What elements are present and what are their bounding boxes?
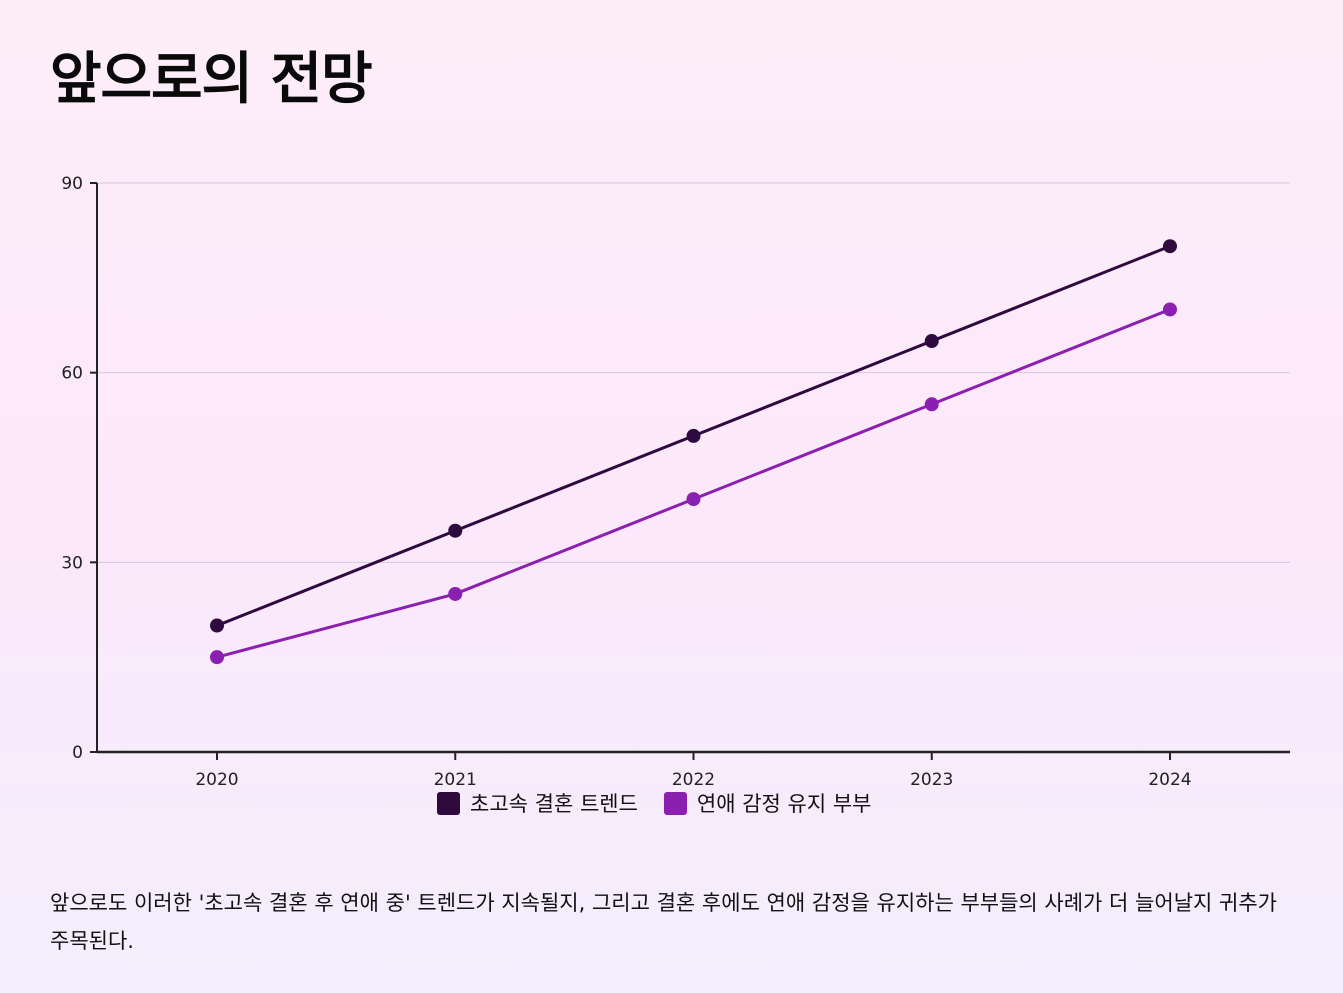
data-point-series-1-2021 bbox=[448, 586, 463, 601]
legend-item-series-0[interactable]: 초고속 결혼 트렌드 bbox=[437, 788, 638, 818]
axes: 0 30 60 90 2020 2021 2022 2023 2024 bbox=[61, 174, 1290, 790]
page-title: 앞으로의 전망 bbox=[50, 47, 373, 112]
data-point-series-1-2024 bbox=[1163, 302, 1177, 317]
data-point-series-0-2023 bbox=[924, 334, 939, 349]
y-tick-label: 90 bbox=[61, 174, 83, 194]
legend-label: 연애 감정 유지 부부 bbox=[696, 792, 872, 816]
series-layer bbox=[210, 239, 1177, 665]
legend-item-series-1[interactable]: 연애 감정 유지 부부 bbox=[663, 788, 872, 818]
y-tick-label: 30 bbox=[61, 553, 83, 573]
y-tick-label: 0 bbox=[72, 743, 83, 763]
data-point-series-1-2023 bbox=[924, 397, 939, 412]
series-line-1 bbox=[216, 308, 1171, 659]
data-point-series-1-2022 bbox=[686, 492, 701, 507]
legend-label: 초고속 결혼 트렌드 bbox=[470, 792, 638, 816]
x-tick-label: 2020 bbox=[195, 770, 238, 790]
legend-swatch bbox=[663, 791, 687, 815]
x-tick-label: 2023 bbox=[910, 770, 953, 790]
data-point-series-1-2020 bbox=[210, 650, 224, 665]
chart-legend: 초고속 결혼 트렌드 연애 감정 유지 부부 bbox=[437, 788, 898, 818]
data-point-series-0-2021 bbox=[448, 523, 463, 538]
data-point-series-0-2020 bbox=[210, 618, 224, 633]
y-tick-label: 60 bbox=[61, 364, 83, 384]
description-text: 앞으로도 이러한 '초고속 결혼 후 연애 중' 트렌드가 지속될지, 그리고 … bbox=[50, 891, 1277, 953]
x-tick-label: 2022 bbox=[672, 770, 715, 790]
data-point-series-0-2024 bbox=[1163, 239, 1177, 254]
x-tick-label: 2024 bbox=[1148, 770, 1191, 790]
grid-lines bbox=[97, 182, 1290, 563]
legend-swatch bbox=[437, 791, 460, 815]
data-point-series-0-2022 bbox=[686, 428, 701, 443]
x-tick-label: 2021 bbox=[434, 770, 477, 790]
